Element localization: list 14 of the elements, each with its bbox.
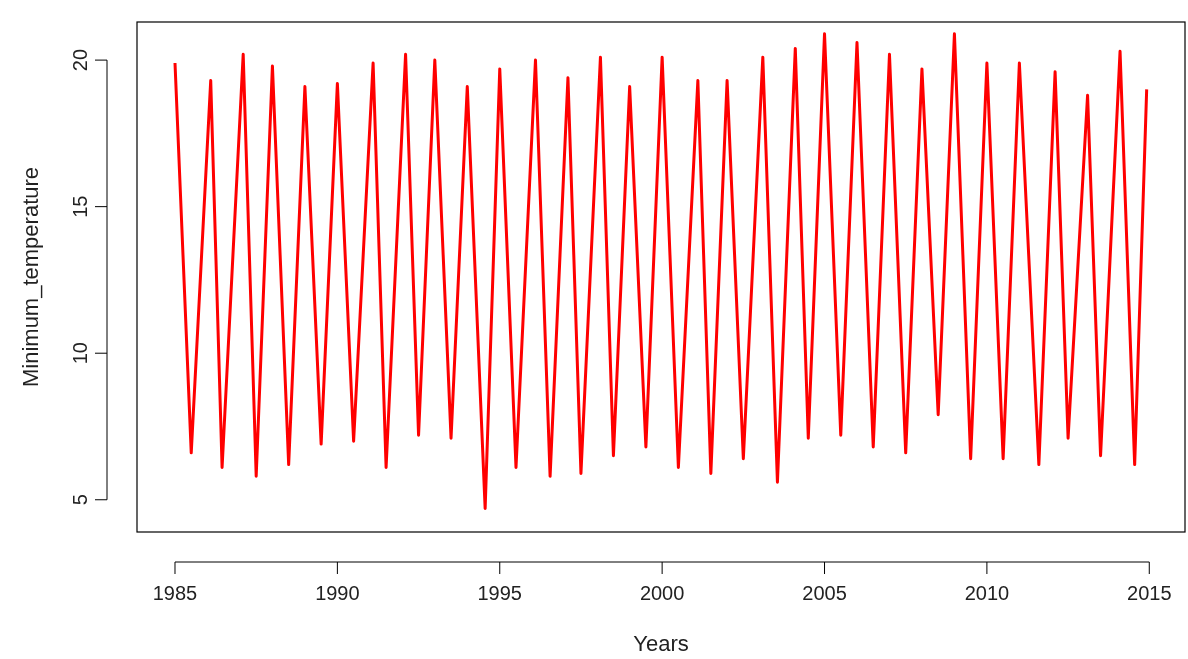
x-tick-label: 2000 xyxy=(639,582,685,604)
x-tick-label: 1985 xyxy=(152,582,198,604)
x-tick-label: 2010 xyxy=(964,582,1010,604)
y-tick-label: 5 xyxy=(69,494,91,506)
y-tick-label: 15 xyxy=(69,195,91,218)
y-tick-label: 10 xyxy=(69,342,91,365)
x-tick-label: 1995 xyxy=(477,582,523,604)
y-tick-label: 20 xyxy=(69,48,91,72)
x-axis-title: Years xyxy=(633,631,689,656)
x-tick-label: 1990 xyxy=(315,582,360,604)
y-axis-title: Minimum_temperature xyxy=(18,166,43,388)
x-tick-label: 2005 xyxy=(802,582,847,604)
line-series xyxy=(173,32,1149,511)
x-tick-label: 2015 xyxy=(1127,582,1172,604)
